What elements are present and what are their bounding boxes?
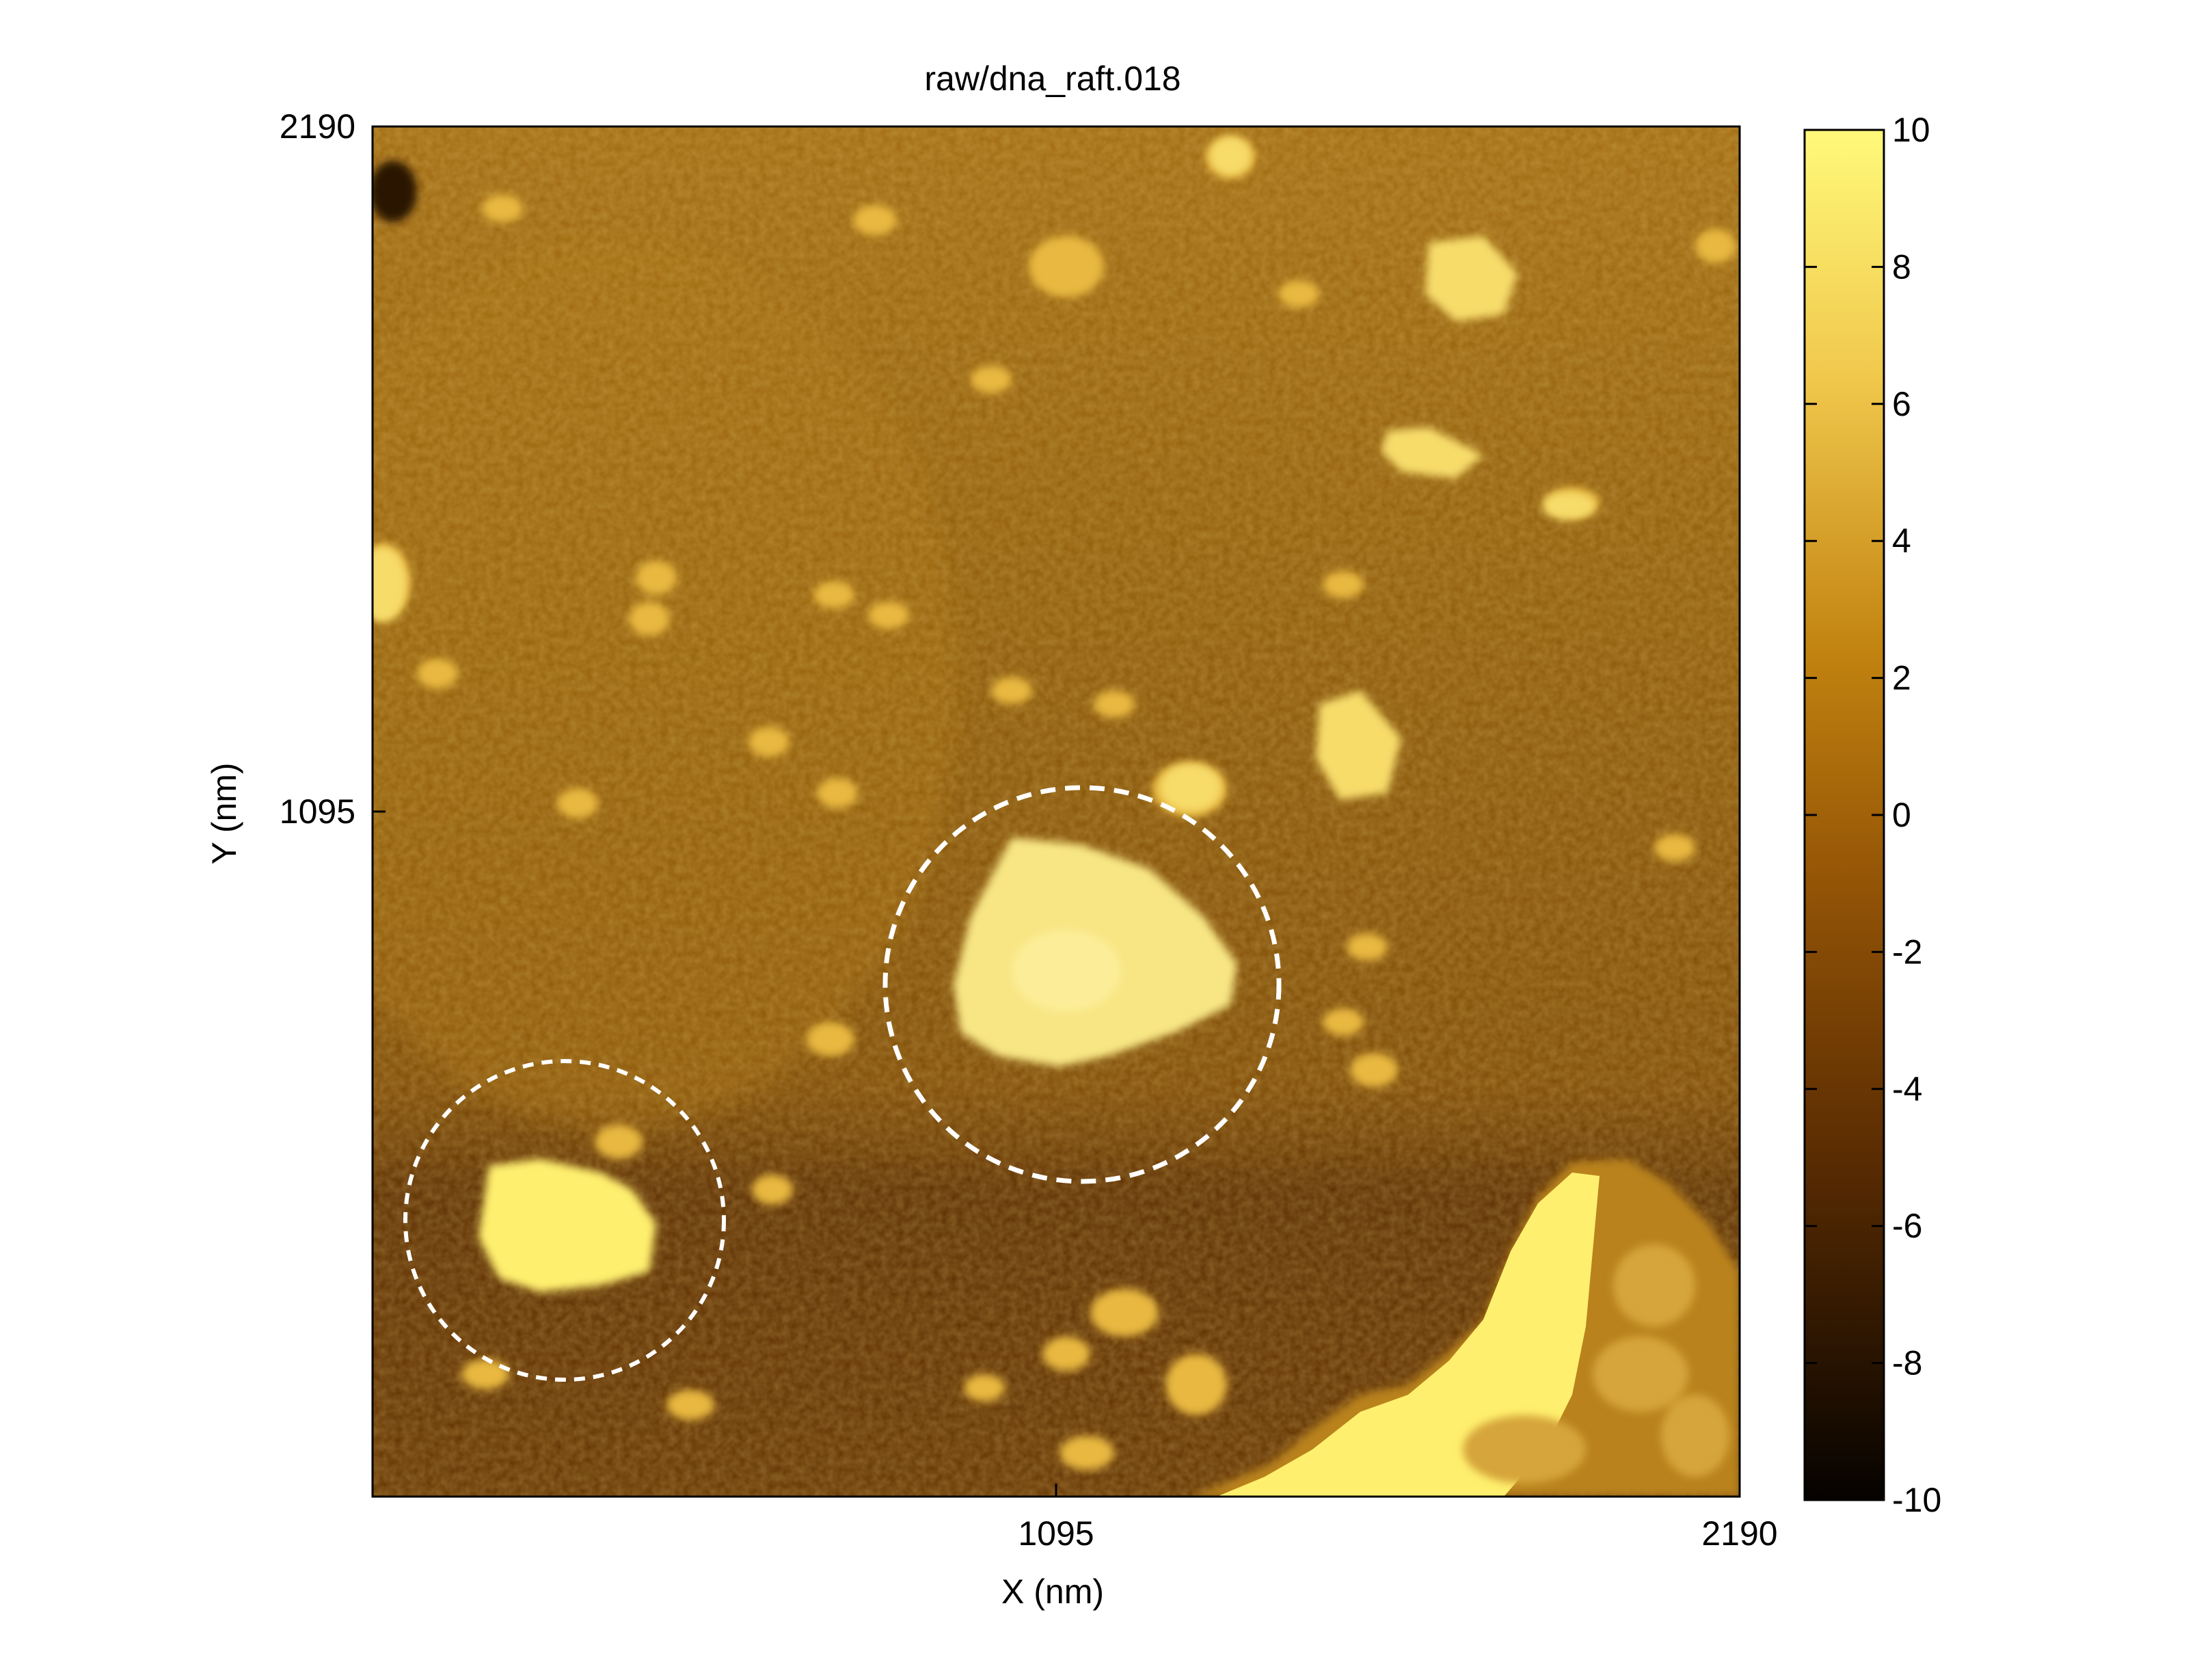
colorbar-tick-label: -8 <box>1892 1344 1922 1382</box>
colorbar-gradient <box>1803 129 1885 1501</box>
bright-features <box>373 137 1595 812</box>
colorbar-tick-label: 6 <box>1892 385 1911 423</box>
colorbar: 10 8 6 4 2 0 -2 -4 -6 -8 -10 <box>1803 111 1941 1519</box>
dna-raft-left <box>478 1159 656 1292</box>
annotation-circle-center <box>882 785 1282 1184</box>
colorbar-tick-label: -10 <box>1892 1481 1941 1519</box>
x-tick-label: 2190 <box>1701 1514 1777 1553</box>
colorbar-tick-label: -6 <box>1892 1207 1922 1245</box>
colorbar-tick-label: 2 <box>1892 659 1911 697</box>
axis-ticks <box>373 125 1741 1497</box>
x-tick-label: 1095 <box>1018 1514 1094 1553</box>
y-tick-label: 1095 <box>280 792 355 831</box>
x-axis-label: X (nm) <box>1001 1572 1104 1611</box>
dna-aggregate <box>1189 1159 1740 1497</box>
colorbar-ticks: 10 8 6 4 2 0 -2 -4 -6 -8 -10 <box>1805 111 1941 1519</box>
colorbar-tick-label: 8 <box>1892 247 1911 286</box>
afm-height-image <box>373 126 1740 1497</box>
colorbar-tick-label: 4 <box>1892 522 1911 560</box>
colorbar-tick-label: -4 <box>1892 1070 1922 1108</box>
y-axis-label: Y (nm) <box>205 762 243 864</box>
annotation-circle-left <box>403 1059 726 1382</box>
colorbar-tick-label: 0 <box>1892 796 1911 834</box>
colorbar-tick-label: -2 <box>1892 933 1922 971</box>
figure-title: raw/dna_raft.018 <box>924 59 1181 98</box>
y-tick-label: 2190 <box>280 107 355 146</box>
dark-spot <box>373 161 417 222</box>
colorbar-tick-label: 10 <box>1892 111 1930 149</box>
